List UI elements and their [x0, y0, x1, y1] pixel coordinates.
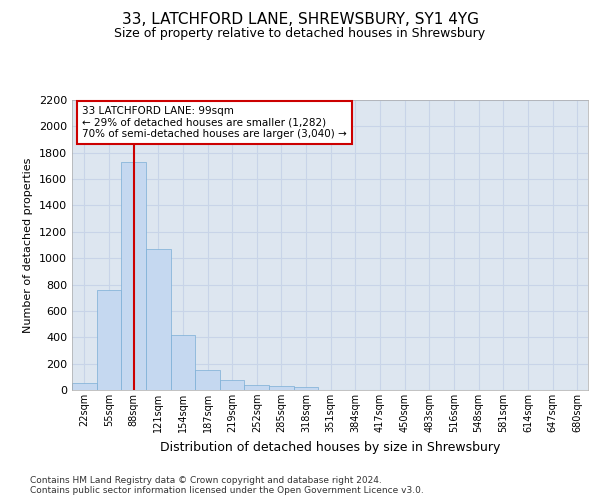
Bar: [294, 388, 319, 390]
X-axis label: Distribution of detached houses by size in Shrewsbury: Distribution of detached houses by size …: [160, 440, 500, 454]
Bar: [269, 386, 294, 390]
Bar: [97, 290, 121, 390]
Text: 33, LATCHFORD LANE, SHREWSBURY, SY1 4YG: 33, LATCHFORD LANE, SHREWSBURY, SY1 4YG: [121, 12, 479, 28]
Text: Contains HM Land Registry data © Crown copyright and database right 2024.
Contai: Contains HM Land Registry data © Crown c…: [30, 476, 424, 495]
Bar: [220, 380, 244, 390]
Bar: [195, 370, 220, 390]
Bar: [121, 162, 146, 390]
Bar: [244, 384, 269, 390]
Bar: [72, 384, 97, 390]
Bar: [170, 336, 195, 390]
Y-axis label: Number of detached properties: Number of detached properties: [23, 158, 34, 332]
Text: 33 LATCHFORD LANE: 99sqm
← 29% of detached houses are smaller (1,282)
70% of sem: 33 LATCHFORD LANE: 99sqm ← 29% of detach…: [82, 106, 347, 139]
Text: Size of property relative to detached houses in Shrewsbury: Size of property relative to detached ho…: [115, 28, 485, 40]
Bar: [146, 249, 170, 390]
